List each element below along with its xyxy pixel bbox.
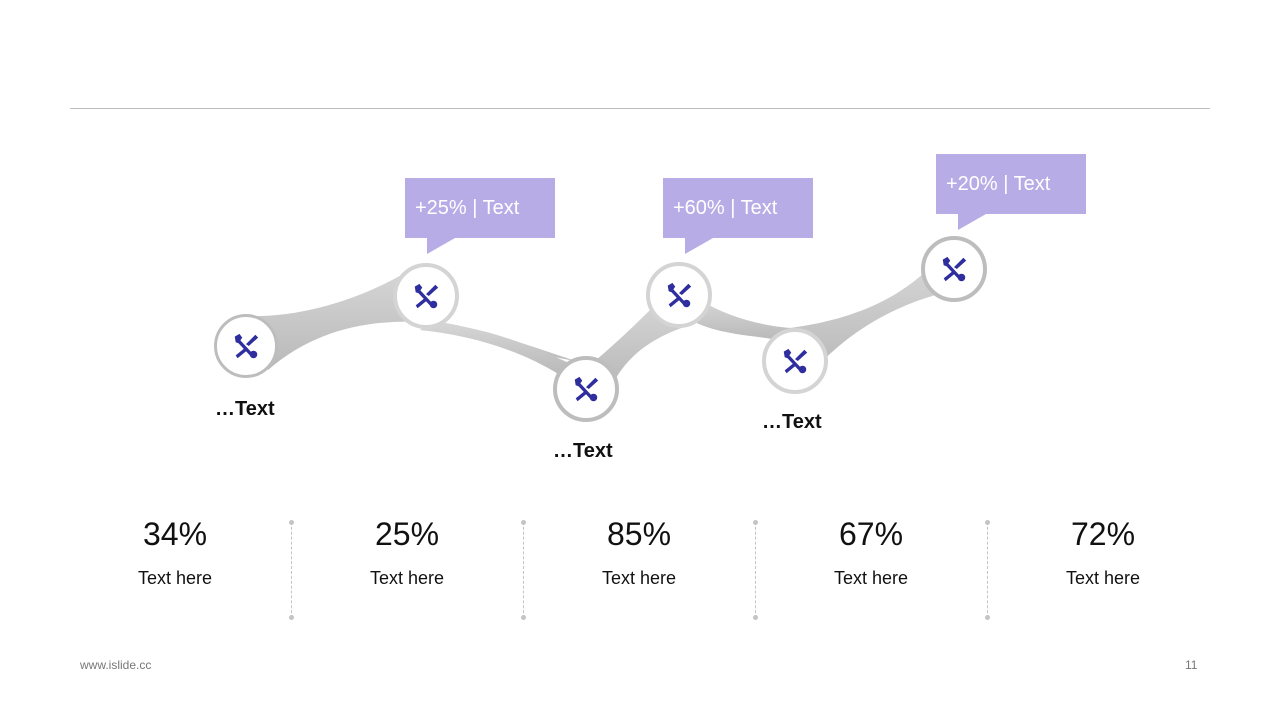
step-label-2: …Text xyxy=(553,440,613,462)
wrench-screwdriver-icon xyxy=(411,281,441,311)
ribbon-segment-4 xyxy=(690,300,790,340)
ribbon-segment-2b xyxy=(420,322,580,375)
timeline-node-6 xyxy=(921,236,987,302)
footer-website: www.islide.cc xyxy=(80,658,152,672)
stat-column-5: 72% Text here xyxy=(987,512,1219,589)
top-divider-line xyxy=(70,108,1210,109)
column-divider-3 xyxy=(753,520,758,620)
stat-column-3: 85% Text here xyxy=(523,512,755,589)
stat-value: 85% xyxy=(606,516,672,552)
timeline-node-3 xyxy=(553,356,619,422)
timeline-node-5 xyxy=(762,328,828,394)
stat-value: 72% xyxy=(1070,516,1136,552)
callout-2: +60% | Text xyxy=(663,178,813,254)
timeline-node-4 xyxy=(646,262,712,328)
wrench-screwdriver-icon xyxy=(664,280,694,310)
step-label-1: …Text xyxy=(215,398,275,420)
callout-3: +20% | Text xyxy=(936,154,1086,230)
stat-label: Text here xyxy=(1065,568,1141,588)
wrench-screwdriver-icon xyxy=(780,346,810,376)
stat-label: Text here xyxy=(369,568,445,588)
column-divider-2 xyxy=(521,520,526,620)
ribbon-segment-5 xyxy=(790,262,965,372)
stat-column-4: 67% Text here xyxy=(755,512,987,589)
stat-label: Text here xyxy=(137,568,213,588)
page-number: 11 xyxy=(1185,658,1198,672)
wrench-screwdriver-icon xyxy=(939,254,969,284)
timeline-node-2 xyxy=(393,263,459,329)
column-divider-1 xyxy=(289,520,294,620)
stat-label: Text here xyxy=(833,568,909,588)
column-divider-4 xyxy=(985,520,990,620)
wrench-screwdriver-icon xyxy=(231,331,261,361)
stat-value: 34% xyxy=(142,516,208,552)
stat-value: 67% xyxy=(838,516,904,552)
step-label-3: …Text xyxy=(762,411,822,433)
timeline-node-1 xyxy=(214,314,278,378)
stat-column-1: 34% Text here xyxy=(59,512,291,589)
stat-label: Text here xyxy=(601,568,677,588)
stat-value: 25% xyxy=(374,516,440,552)
wrench-screwdriver-icon xyxy=(571,374,601,404)
callout-1: +25% | Text xyxy=(405,178,555,254)
ribbon-segment-1 xyxy=(246,270,440,370)
stat-column-2: 25% Text here xyxy=(291,512,523,589)
